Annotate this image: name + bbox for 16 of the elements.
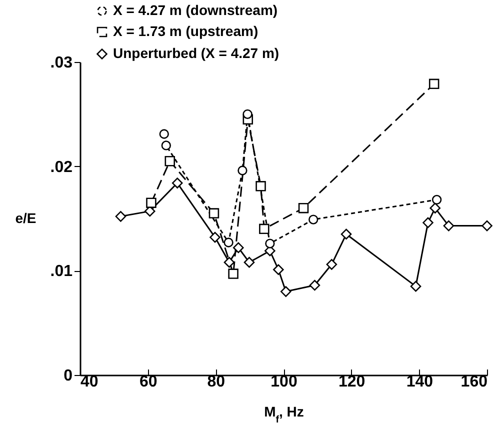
x-tick-label: 120 — [338, 374, 366, 390]
y-tick-label: .03 — [50, 54, 73, 72]
x-tick-label: 80 — [207, 374, 226, 390]
x-tick-label: 40 — [80, 374, 98, 390]
x-tick-label: 100 — [270, 374, 298, 390]
y-tick-label: 0 — [64, 368, 73, 384]
x-tick-label: 140 — [406, 374, 434, 390]
legend-label: X = 4.27 m (downstream) — [113, 2, 278, 18]
x-axis-title: M$_{f}$, Hz — [264, 404, 304, 425]
legend-label: Unperturbed (X = 4.27 m) — [113, 45, 280, 61]
y-tick-label: .02 — [50, 158, 73, 176]
y-axis-title: e/E — [15, 210, 36, 226]
x-tick-label: 160 — [460, 374, 488, 390]
x-tick-label: 60 — [139, 374, 158, 390]
legend-label: X = 1.73 m (upstream) — [113, 23, 258, 39]
y-tick-label: .01 — [50, 263, 73, 280]
